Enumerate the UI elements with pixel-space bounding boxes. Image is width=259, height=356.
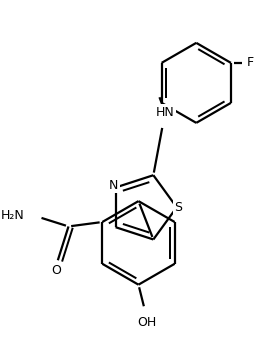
Text: O: O bbox=[51, 265, 61, 277]
Text: S: S bbox=[175, 201, 183, 214]
Text: N: N bbox=[109, 179, 119, 192]
Text: F: F bbox=[247, 56, 254, 69]
Text: OH: OH bbox=[138, 315, 157, 329]
Text: HN: HN bbox=[156, 106, 175, 119]
Text: H₂N: H₂N bbox=[0, 209, 24, 222]
